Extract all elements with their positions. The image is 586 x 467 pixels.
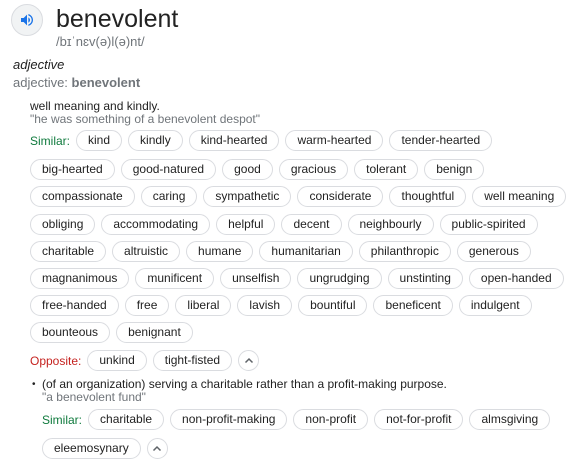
antonym-chip[interactable]: tight-fisted [152, 350, 233, 371]
synonym-chip[interactable]: unselfish [220, 268, 292, 289]
sense2-similar-row-2: eleemosynary [42, 438, 168, 459]
synonym-chip[interactable]: kind-hearted [188, 130, 280, 151]
chevron-up-icon [153, 445, 162, 451]
synonym-chip[interactable]: charitable [88, 409, 165, 430]
part-of-speech-detail: adjective: benevolent [13, 75, 140, 90]
sense1-definition: well meaning and kindly. [30, 99, 160, 113]
sense1-similar-row-8: bounteous benignant [30, 322, 199, 343]
synonym-chip[interactable]: liberal [175, 295, 232, 316]
synonym-chip[interactable]: public-spirited [439, 214, 538, 235]
synonym-chip[interactable]: tolerant [354, 159, 419, 180]
synonym-chip[interactable]: gracious [278, 159, 349, 180]
synonym-chip[interactable]: almsgiving [469, 409, 551, 430]
sense1-similar-row-7: free-handed free liberal lavish bountifu… [30, 295, 538, 316]
part-of-speech: adjective [13, 57, 65, 72]
synonym-chip[interactable]: kindly [128, 130, 183, 151]
synonym-chip[interactable]: humane [186, 241, 254, 262]
sense1-similar-row-2: big-hearted good-natured good gracious t… [30, 159, 490, 180]
sense1-similar-row-4: obliging accommodating helpful decent ne… [30, 214, 544, 235]
synonym-chip[interactable]: caring [140, 186, 198, 207]
synonym-chip[interactable]: benign [424, 159, 485, 180]
collapse-button[interactable] [238, 350, 260, 371]
sense2-example: "a benevolent fund" [42, 390, 146, 404]
synonym-chip[interactable]: free [124, 295, 170, 316]
synonym-chip[interactable]: neighbourly [347, 214, 434, 235]
synonym-chip[interactable]: tender-hearted [389, 130, 493, 151]
sense1-similar-row-1: Similar: kind kindly kind-hearted warm-h… [30, 130, 498, 151]
synonym-chip[interactable]: decent [281, 214, 342, 235]
opposite-label: Opposite: [30, 353, 82, 368]
sense1-similar-row-5: charitable altruistic humane humanitaria… [30, 241, 537, 262]
synonym-chip[interactable]: ungrudging [297, 268, 382, 289]
synonym-chip[interactable]: indulgent [458, 295, 532, 316]
synonym-chip[interactable]: generous [456, 241, 531, 262]
synonym-chip[interactable]: charitable [30, 241, 107, 262]
pos-word: benevolent [71, 75, 141, 90]
synonym-chip[interactable]: lavish [237, 295, 293, 316]
sense1-example: "he was something of a benevolent despot… [30, 112, 261, 126]
synonym-chip[interactable]: eleemosynary [42, 438, 141, 459]
headword: benevolent [56, 5, 179, 33]
synonym-chip[interactable]: good-natured [120, 159, 217, 180]
antonym-chip[interactable]: unkind [87, 350, 147, 371]
collapse-button[interactable] [146, 438, 168, 459]
synonym-chip[interactable]: non-profit [293, 409, 369, 430]
similar-label: Similar: [30, 133, 71, 148]
synonym-chip[interactable]: thoughtful [389, 186, 467, 207]
sense2-similar-row-1: Similar: charitable non-profit-making no… [42, 409, 556, 430]
similar-label: Similar: [42, 412, 83, 427]
pronunciation-speaker-button[interactable] [11, 4, 43, 36]
synonym-chip[interactable]: compassionate [30, 186, 135, 207]
synonym-chip[interactable]: not-for-profit [374, 409, 464, 430]
synonym-chip[interactable]: non-profit-making [170, 409, 288, 430]
synonym-chip[interactable]: kind [76, 130, 123, 151]
synonym-chip[interactable]: philanthropic [358, 241, 451, 262]
synonym-chip[interactable]: warm-hearted [285, 130, 384, 151]
synonym-chip[interactable]: free-handed [30, 295, 119, 316]
synonym-chip[interactable]: benignant [116, 322, 193, 343]
chevron-up-icon [244, 357, 253, 363]
sense1-similar-row-6: magnanimous munificent unselfish ungrudg… [30, 268, 570, 289]
sense2-definition: (of an organization) serving a charitabl… [42, 377, 447, 391]
sense2-bullet: • [32, 379, 36, 390]
synonym-chip[interactable]: beneficent [373, 295, 453, 316]
synonym-chip[interactable]: magnanimous [30, 268, 130, 289]
phonetic-spelling: /bɪˈnɛv(ə)l(ə)nt/ [56, 34, 145, 49]
speaker-icon [21, 14, 33, 26]
synonym-chip[interactable]: bountiful [298, 295, 368, 316]
synonym-chip[interactable]: considerate [297, 186, 384, 207]
synonym-chip[interactable]: good [222, 159, 273, 180]
synonym-chip[interactable]: well meaning [472, 186, 567, 207]
synonym-chip[interactable]: sympathetic [203, 186, 292, 207]
synonym-chip[interactable]: unstinting [387, 268, 463, 289]
synonym-chip[interactable]: humanitarian [259, 241, 353, 262]
synonym-chip[interactable]: accommodating [101, 214, 211, 235]
synonym-chip[interactable]: big-hearted [30, 159, 115, 180]
synonym-chip[interactable]: bounteous [30, 322, 111, 343]
pos-label: adjective: [13, 75, 72, 90]
sense1-opposite-row: Opposite: unkind tight-fisted [30, 350, 260, 371]
sense1-similar-row-3: compassionate caring sympathetic conside… [30, 186, 572, 207]
synonym-chip[interactable]: helpful [216, 214, 276, 235]
synonym-chip[interactable]: altruistic [112, 241, 181, 262]
synonym-chip[interactable]: open-handed [468, 268, 564, 289]
synonym-chip[interactable]: munificent [135, 268, 215, 289]
synonym-chip[interactable]: obliging [30, 214, 96, 235]
